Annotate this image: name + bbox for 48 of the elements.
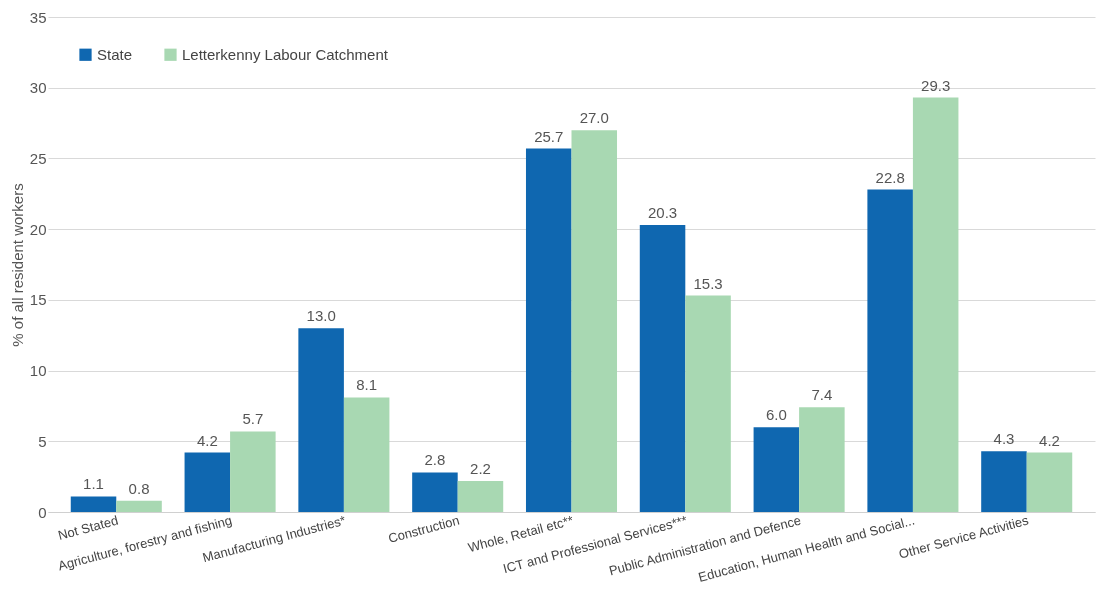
y-tick-label: 5 <box>38 432 47 450</box>
bar <box>184 452 231 512</box>
data-label: 4.3 <box>993 430 1015 448</box>
y-tick-label: 15 <box>29 291 47 309</box>
y-tick-label: 20 <box>29 220 47 238</box>
data-label: 2.2 <box>470 459 491 477</box>
bar <box>116 500 162 512</box>
bar <box>685 295 731 512</box>
bar <box>1026 452 1073 512</box>
bar <box>639 224 686 512</box>
data-label: 15.3 <box>693 274 723 292</box>
data-label: 0.8 <box>128 479 150 497</box>
y-tick-label: 10 <box>29 362 47 380</box>
bar <box>867 189 913 512</box>
bar <box>912 97 959 512</box>
data-label: 4.2 <box>1039 431 1060 449</box>
bar <box>753 427 800 512</box>
bar <box>571 130 618 512</box>
y-tick-label: 25 <box>29 149 47 167</box>
bar <box>298 328 344 512</box>
bar <box>981 451 1027 512</box>
legend-label: State <box>97 45 133 63</box>
x-tick-label: Not Stated <box>56 512 120 543</box>
bar <box>70 496 117 512</box>
data-label: 6.0 <box>765 406 787 424</box>
data-label: 20.3 <box>647 203 678 221</box>
bar <box>799 407 845 512</box>
data-label: 13.0 <box>306 307 336 325</box>
y-tick-label: 0 <box>38 503 47 521</box>
bar <box>525 148 572 512</box>
bar <box>230 431 276 512</box>
data-label: 4.2 <box>196 431 218 449</box>
bar <box>343 397 390 512</box>
bar <box>412 472 458 512</box>
y-axis-title: % of all resident workers <box>8 183 26 347</box>
data-label: 8.1 <box>356 376 378 394</box>
data-label: 29.3 <box>921 76 951 94</box>
data-label: 25.7 <box>534 127 564 145</box>
y-tick-label: 35 <box>29 8 47 26</box>
data-label: 2.8 <box>424 451 446 469</box>
data-label: 5.7 <box>242 410 264 428</box>
y-tick-label: 30 <box>29 79 47 97</box>
data-label: 7.4 <box>811 386 833 404</box>
data-label: 22.8 <box>875 168 905 186</box>
data-label: 27.0 <box>579 109 609 127</box>
legend-label: Letterkenny Labour Catchment <box>182 45 389 63</box>
bar <box>457 480 504 512</box>
data-label: 1.1 <box>83 475 104 493</box>
